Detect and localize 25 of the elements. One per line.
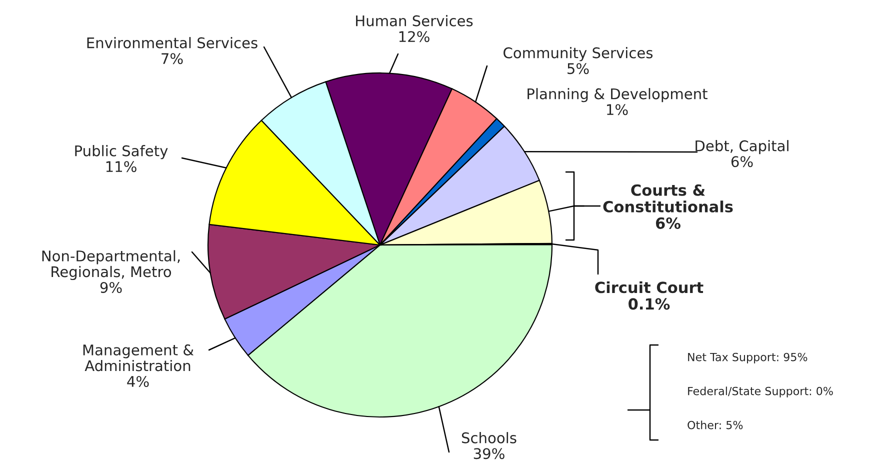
slice-label: Public Safety	[75, 145, 168, 160]
data-label: 11%	[106, 161, 136, 172]
data-label: 4%	[127, 376, 149, 388]
text: Net Tax Support: 95%	[688, 352, 808, 364]
slice-label: Debt, Capital	[696, 140, 788, 154]
slice-label: Management & Administration	[83, 344, 194, 372]
slice-label: Non-Departmental, Regionals, Metro	[42, 250, 180, 280]
text: Other: 5%	[688, 420, 743, 430]
data-label: 1%	[607, 104, 628, 116]
slice-label: Planning & Development	[528, 88, 708, 102]
slice-label: Courts & Constitutionals	[603, 184, 733, 212]
slice-label: Schools	[462, 432, 516, 444]
slice-label: Human Services	[356, 15, 473, 26]
data-label: 7%	[162, 53, 183, 64]
text: Federal/State Support: 0%	[688, 386, 833, 398]
data-label: 0.1%	[628, 298, 670, 310]
data-label: 39%	[474, 448, 504, 460]
data-label: 12%	[399, 31, 430, 42]
data-label: 9%	[100, 282, 122, 294]
data-label: 5%	[568, 63, 589, 74]
slice-label: Community Services	[504, 47, 653, 62]
slice-label: Environmental Services	[87, 37, 258, 48]
slice-label: Circuit Court	[595, 281, 704, 294]
data-label: 6%	[656, 217, 680, 229]
data-label: 6%	[731, 156, 753, 168]
